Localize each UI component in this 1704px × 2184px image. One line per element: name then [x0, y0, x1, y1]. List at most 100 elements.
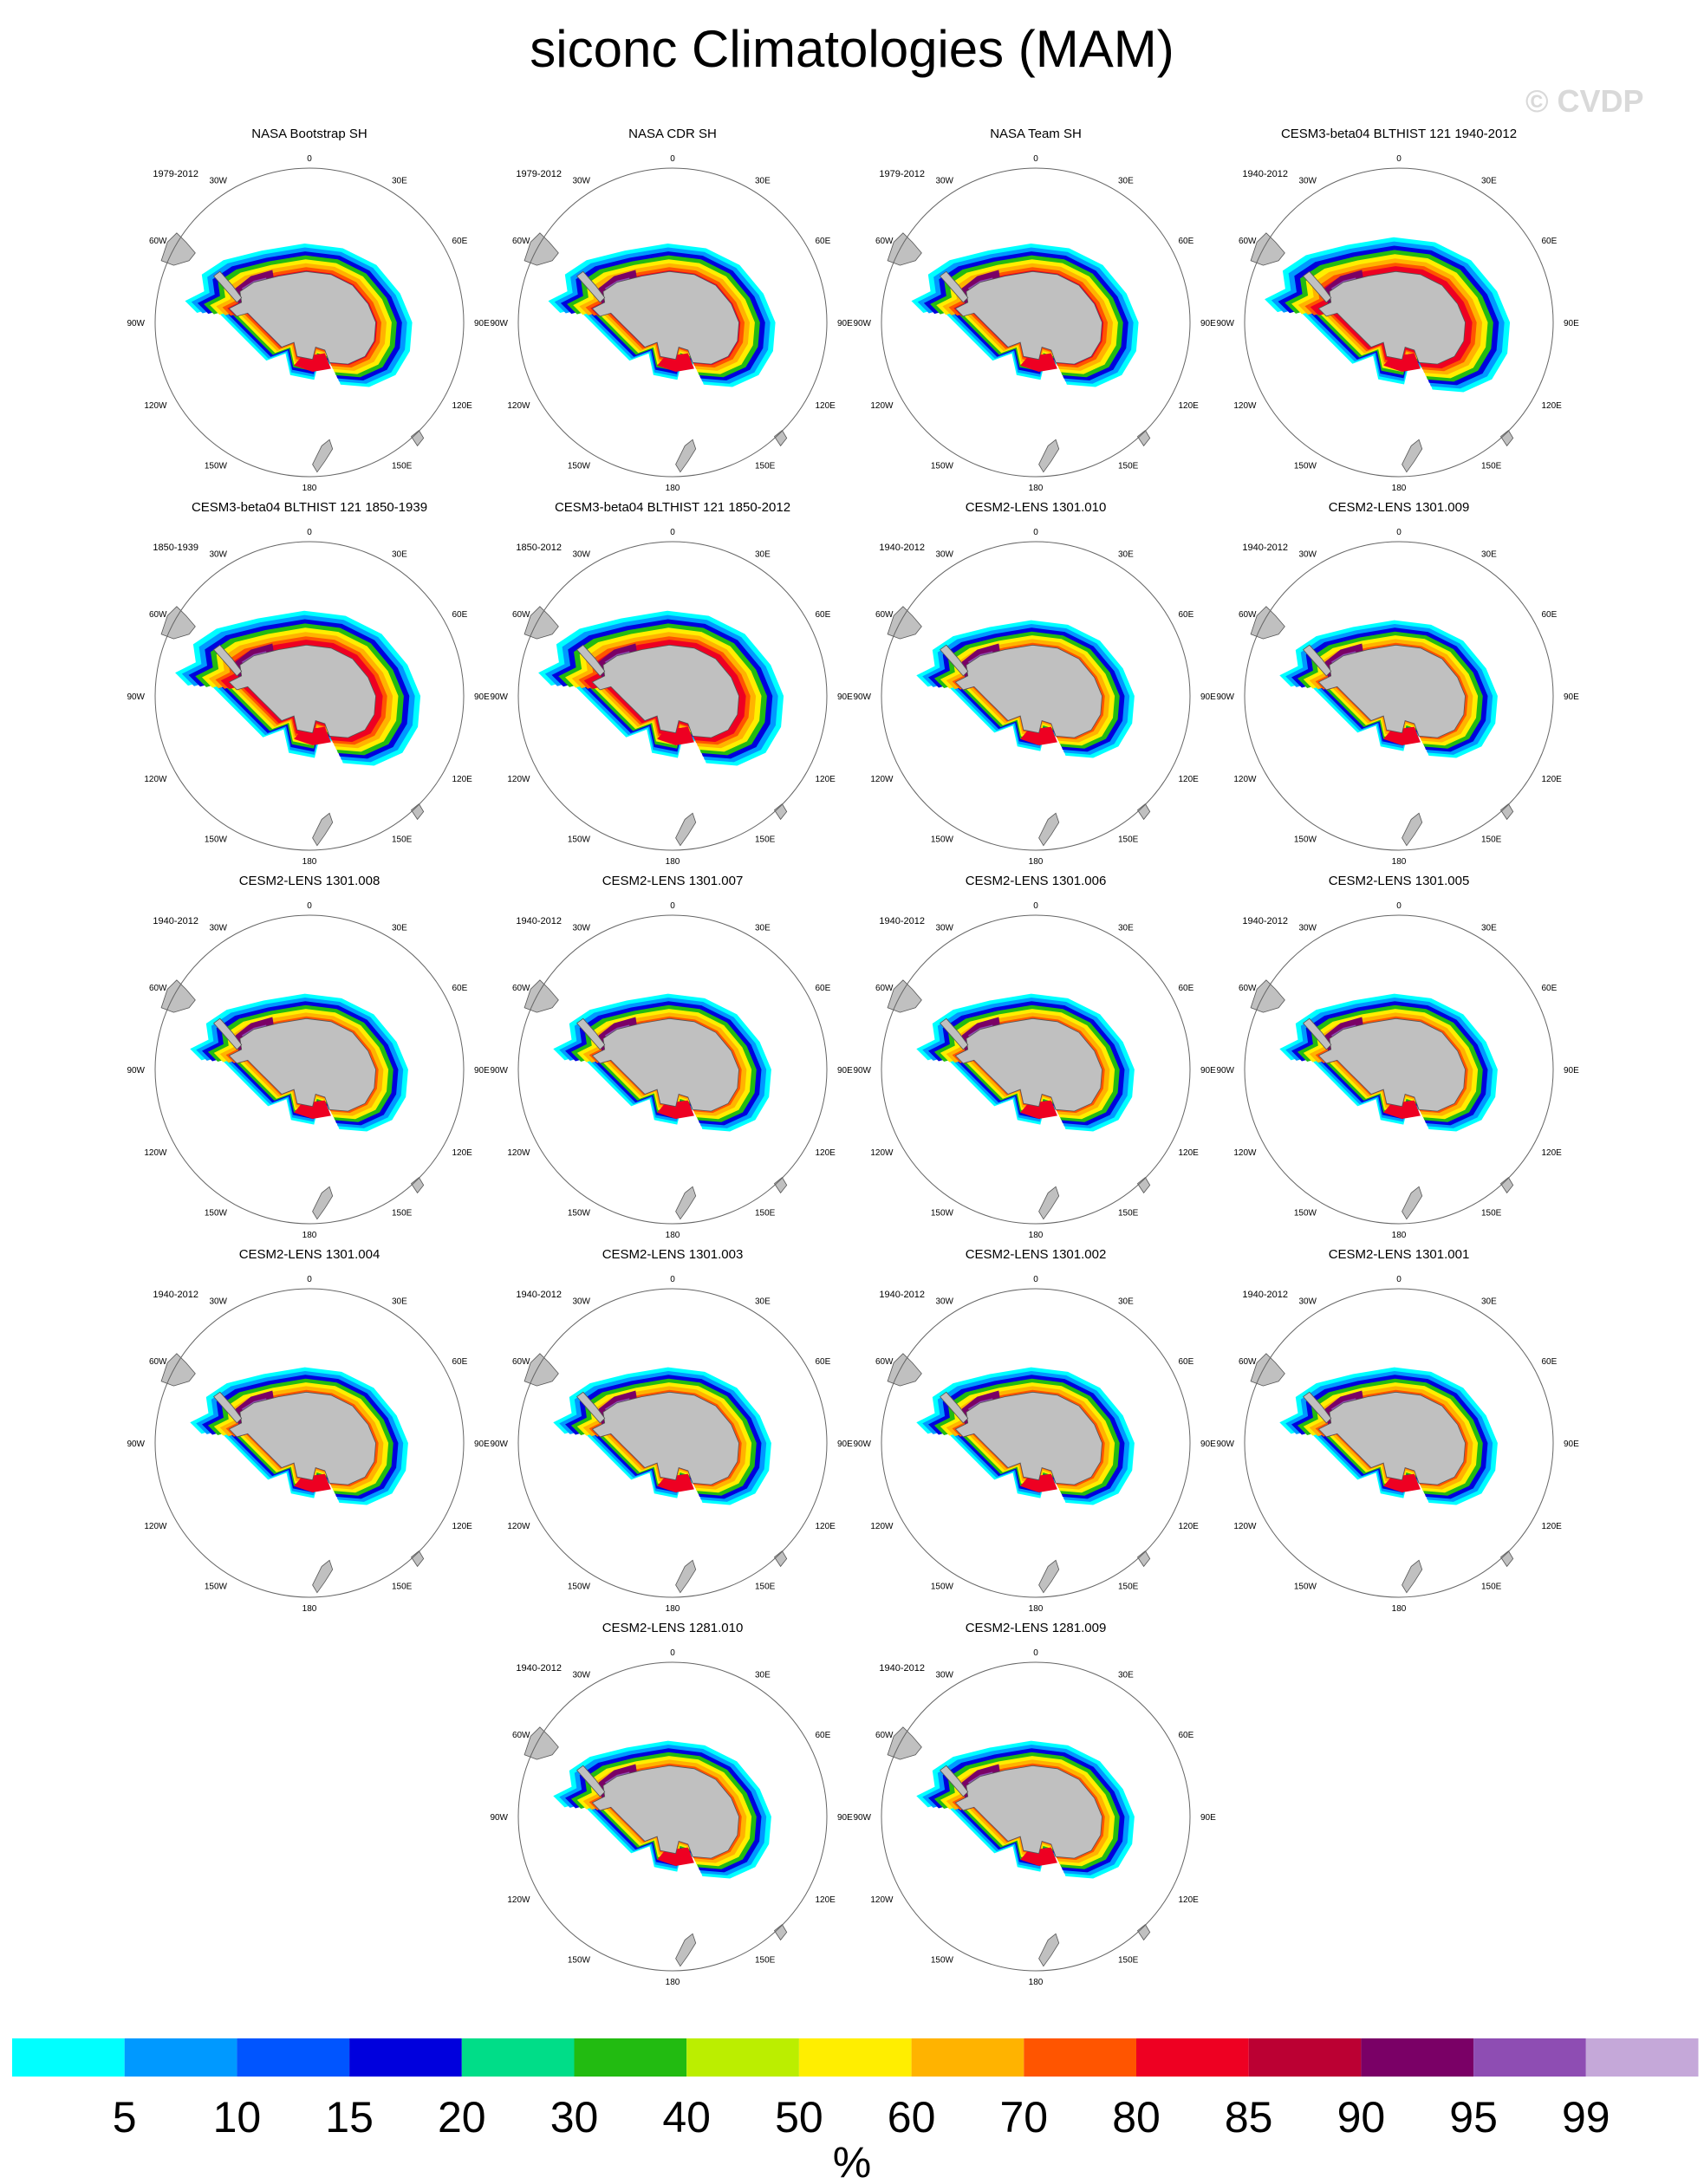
longitude-label: 120W	[507, 1148, 530, 1158]
land-mass	[940, 270, 969, 303]
longitude-label: 0	[1033, 1648, 1038, 1658]
longitude-label: 0	[670, 1648, 675, 1658]
panel-years: 1940-2012	[879, 916, 925, 926]
panel-years: 1940-2012	[879, 1290, 925, 1300]
land-mass	[954, 1391, 1102, 1485]
longitude-label: 60E	[816, 984, 831, 993]
land-mass	[576, 644, 606, 677]
longitude-label: 90W	[853, 1066, 871, 1076]
colorbar-tick-label: 10	[213, 2093, 262, 2142]
land-mass	[591, 644, 739, 738]
longitude-label: 30W	[935, 550, 953, 560]
land-mass	[1136, 1550, 1151, 1568]
longitude-label: 120E	[816, 1522, 836, 1531]
longitude-label: 90E	[1200, 1440, 1216, 1449]
longitude-label: 30E	[392, 550, 407, 560]
longitude-label: 150W	[931, 1956, 954, 1966]
land-mass	[228, 270, 376, 365]
panel-years: 1979-2012	[879, 169, 925, 179]
longitude-label: 30W	[935, 1297, 953, 1307]
longitude-label: 90W	[127, 1440, 145, 1449]
panel-years: 1979-2012	[153, 169, 198, 179]
longitude-label: 60W	[149, 1357, 167, 1367]
longitude-label: 180	[1029, 1978, 1044, 1987]
map-frame	[154, 167, 465, 478]
map-panel: CESM2-LENS 1281.010 1940-2012 0 30E 60E 90E 12…	[490, 1621, 853, 1987]
longitude-label: 90E	[474, 1066, 490, 1076]
land-mass	[1317, 270, 1466, 365]
map-frame	[1244, 914, 1554, 1225]
longitude-label: 30W	[209, 550, 227, 560]
map-frame	[881, 1661, 1191, 1972]
longitude-label: 180	[1029, 1604, 1044, 1614]
longitude-label: 90W	[1216, 1066, 1234, 1076]
longitude-label: 30E	[1118, 550, 1134, 560]
land-mass	[1317, 1017, 1466, 1112]
colorbar-segment	[349, 2038, 462, 2077]
map-panel: NASA Team SH 1979-2012 0 30E 60E 90E 120E 150E 1…	[853, 127, 1216, 493]
longitude-label: 90W	[853, 692, 871, 702]
map-frame	[517, 1661, 828, 1972]
longitude-label: 30W	[572, 1671, 590, 1680]
map-panel: CESM2-LENS 1301.007 1940-2012 0 30E 60E 90E 12…	[490, 874, 853, 1240]
longitude-label: 120E	[1179, 1522, 1200, 1531]
panel-years: 1940-2012	[153, 1290, 198, 1300]
land-mass	[1499, 1177, 1514, 1194]
longitude-label: 30W	[935, 924, 953, 933]
longitude-label: 30E	[755, 1297, 771, 1307]
map-panel: CESM2-LENS 1301.004 1940-2012 0 30E 60E 90E 12…	[127, 1247, 490, 1614]
longitude-label: 120W	[144, 1522, 167, 1531]
land-mass	[773, 1177, 788, 1194]
longitude-label: 180	[1392, 1231, 1407, 1240]
longitude-label: 150W	[568, 1956, 591, 1966]
longitude-label: 60E	[452, 984, 468, 993]
map-frame	[154, 1288, 465, 1598]
land-mass	[213, 644, 243, 677]
longitude-label: 120E	[1179, 1148, 1200, 1158]
panel-years: 1940-2012	[516, 1663, 562, 1674]
land-mass	[1038, 812, 1060, 847]
longitude-label: 30W	[1298, 550, 1317, 560]
panel-years: 1940-2012	[153, 916, 198, 926]
longitude-label: 120E	[1179, 775, 1200, 784]
longitude-label: 150E	[755, 462, 776, 471]
longitude-label: 150E	[755, 1956, 776, 1966]
land-mass	[312, 812, 334, 847]
land-mass	[1499, 1550, 1514, 1568]
longitude-label: 60W	[512, 237, 530, 246]
longitude-label: 120W	[870, 775, 894, 784]
longitude-label: 120W	[870, 1895, 894, 1905]
longitude-label: 60E	[1542, 984, 1558, 993]
land-mass	[1038, 1933, 1060, 1967]
land-mass	[576, 1017, 606, 1050]
longitude-label: 30E	[1118, 177, 1134, 186]
longitude-label: 150W	[1294, 1209, 1317, 1219]
longitude-label: 60W	[875, 1731, 894, 1740]
longitude-label: 150W	[568, 1583, 591, 1592]
longitude-label: 0	[307, 901, 312, 911]
panel-years: 1940-2012	[1242, 1290, 1288, 1300]
longitude-label: 60W	[149, 610, 167, 620]
panel-years: 1940-2012	[516, 916, 562, 926]
colorbar-segment	[798, 2038, 912, 2077]
map-frame	[1244, 541, 1554, 851]
longitude-label: 150W	[205, 462, 228, 471]
longitude-label: 90W	[1216, 1440, 1234, 1449]
longitude-label: 90W	[853, 1440, 871, 1449]
land-mass	[1317, 1391, 1466, 1485]
land-mass	[576, 270, 606, 303]
map-panel: CESM2-LENS 1301.008 1940-2012 0 30E 60E 90E 12…	[127, 874, 490, 1240]
longitude-label: 60E	[1179, 237, 1194, 246]
longitude-label: 0	[1033, 1275, 1038, 1284]
longitude-label: 0	[1396, 528, 1402, 537]
panel-title: CESM2-LENS 1301.010	[966, 500, 1107, 515]
longitude-label: 120E	[452, 775, 473, 784]
longitude-label: 90E	[1200, 319, 1216, 328]
longitude-label: 150W	[1294, 1583, 1317, 1592]
longitude-label: 60W	[1239, 984, 1257, 993]
longitude-label: 150W	[1294, 462, 1317, 471]
land-mass	[312, 439, 334, 473]
longitude-label: 30E	[392, 924, 407, 933]
land-mass	[312, 1559, 334, 1594]
longitude-label: 90E	[474, 692, 490, 702]
